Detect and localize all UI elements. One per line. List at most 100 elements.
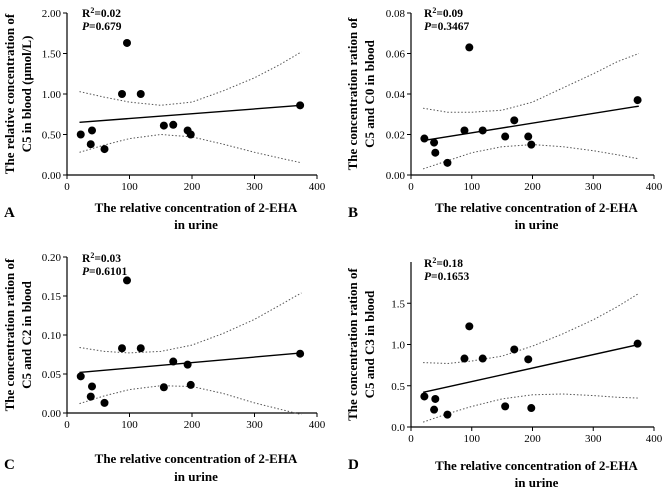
data-point: [88, 382, 96, 391]
r-squared-label: R2=0.09: [424, 6, 463, 21]
r-squared-label: R2=0.02: [82, 6, 121, 21]
y-axis-label-line2: C5 and C0 in blood: [362, 39, 377, 147]
p-value-label: P=0.1653: [424, 271, 469, 283]
data-point: [186, 380, 195, 389]
panel-label: B: [348, 205, 358, 221]
data-point: [443, 158, 452, 167]
data-point: [86, 392, 95, 401]
y-axis-label-line2: C5 in blood (μmol/L): [19, 36, 34, 153]
p-value: =0.679: [89, 21, 122, 33]
x-axis-label-line2: in urine: [174, 469, 218, 484]
y-tick-label: 0.00: [386, 170, 406, 182]
data-point: [460, 354, 469, 363]
data-point: [527, 140, 536, 149]
data-point: [420, 134, 429, 143]
data-point: [633, 96, 642, 105]
data-point: [123, 38, 131, 47]
data-point: [183, 360, 192, 369]
y-tick-label: 1.0: [391, 340, 405, 352]
r2-prefix: R: [82, 8, 91, 20]
ci-lower-band: [79, 385, 302, 416]
r2-exponent: 2: [432, 6, 436, 15]
panel-C: 0.00 0.05 0.10 0.15 0.20 0 100 200 300 400 R2=0.03…: [2, 251, 326, 485]
x-tick-label: 200: [524, 433, 541, 445]
data-point: [430, 405, 439, 414]
p-prefix: P: [82, 21, 90, 33]
ci-lower-band: [422, 393, 639, 423]
data-point: [430, 138, 439, 147]
data-point: [159, 383, 168, 392]
r2-prefix: R: [424, 258, 433, 270]
data-point: [100, 398, 109, 407]
p-prefix: P: [424, 21, 432, 33]
data-point: [501, 132, 510, 141]
data-point: [169, 120, 178, 129]
y-tick-label: 1.00: [42, 89, 62, 101]
ci-upper-band: [423, 292, 640, 365]
y-tick-label: 0.02: [386, 130, 405, 142]
x-tick-label: 400: [646, 181, 663, 193]
p-value-label: P=0.679: [82, 21, 122, 33]
p-value-label: P=0.3467: [424, 21, 469, 33]
data-point: [136, 344, 145, 353]
x-tick-label: 200: [524, 181, 541, 193]
x-axis-label-line1: The relative concentration of 2-EHA: [435, 458, 638, 473]
r2-exponent: 2: [90, 6, 94, 15]
x-tick-label: 400: [309, 419, 326, 431]
data-point: [76, 372, 85, 381]
data-point: [76, 130, 85, 139]
data-point: [465, 43, 474, 52]
y-tick-label: 0.05: [42, 369, 62, 381]
x-tick-label: 300: [246, 419, 263, 431]
data-point: [527, 404, 536, 413]
y-tick-label: 0.04: [386, 89, 406, 101]
panel-D: 0.00.51.01.50 100 200 300 400R2=0.18P=0.1653…: [345, 256, 663, 491]
x-axis-label-line1: The relative concentration of 2-EHA: [95, 451, 298, 466]
x-axis-label-line2: in urine: [515, 217, 559, 232]
data-point: [123, 276, 131, 285]
x-tick-label: 200: [184, 419, 201, 431]
x-tick-label: 300: [585, 181, 602, 193]
panel-B: 0.00 0.02 0.04 0.06 0.08 0 100 200 300 400 R2=0.09…: [345, 6, 663, 233]
x-tick-label: 0: [64, 181, 70, 193]
x-tick-label: 0: [64, 419, 70, 431]
y-tick-label: 0.5: [391, 381, 405, 393]
x-tick-label: 100: [121, 419, 138, 431]
panel-A: 0.00 0.50 1.00 1.50 2.00 0 100 200 300 400 R2=0.02…: [2, 6, 326, 233]
data-point: [633, 339, 642, 348]
data-point: [296, 101, 305, 110]
data-point: [478, 354, 487, 363]
x-tick-label: 100: [464, 181, 481, 193]
data-point: [296, 349, 305, 358]
y-axis-label-line1: The concentration ration of: [345, 267, 360, 420]
data-point: [169, 357, 178, 366]
r2-prefix: R: [82, 253, 91, 265]
y-tick-label: 0.00: [42, 408, 62, 420]
y-tick-label: 0.50: [42, 130, 62, 142]
y-tick-label: 0.08: [386, 8, 406, 20]
data-point: [100, 145, 109, 154]
data-point: [510, 345, 519, 354]
ci-upper-band: [79, 51, 302, 106]
y-axis-label-line2: C5 and C2 in blood: [19, 280, 34, 388]
r2-exponent: 2: [432, 256, 436, 265]
y-tick-label: 0.20: [42, 252, 62, 264]
x-tick-label: 100: [121, 181, 138, 193]
data-point: [510, 116, 519, 125]
x-tick-label: 0: [408, 433, 414, 445]
x-tick-label: 400: [309, 181, 326, 193]
p-value-label: P=0.6101: [82, 266, 127, 278]
data-point: [86, 140, 95, 149]
data-point: [136, 90, 145, 98]
y-tick-label: 0.0: [391, 422, 405, 434]
x-axis-label-line2: in urine: [174, 217, 218, 232]
y-tick-label: 0.15: [42, 291, 62, 303]
y-tick-label: 2.00: [42, 8, 62, 20]
y-tick-label: 0.00: [42, 170, 62, 182]
r2-value: =0.18: [436, 258, 463, 270]
p-value: =0.3467: [431, 21, 469, 33]
data-point: [501, 402, 510, 411]
y-tick-label: 1.50: [42, 49, 62, 61]
regression-line: [79, 104, 302, 124]
